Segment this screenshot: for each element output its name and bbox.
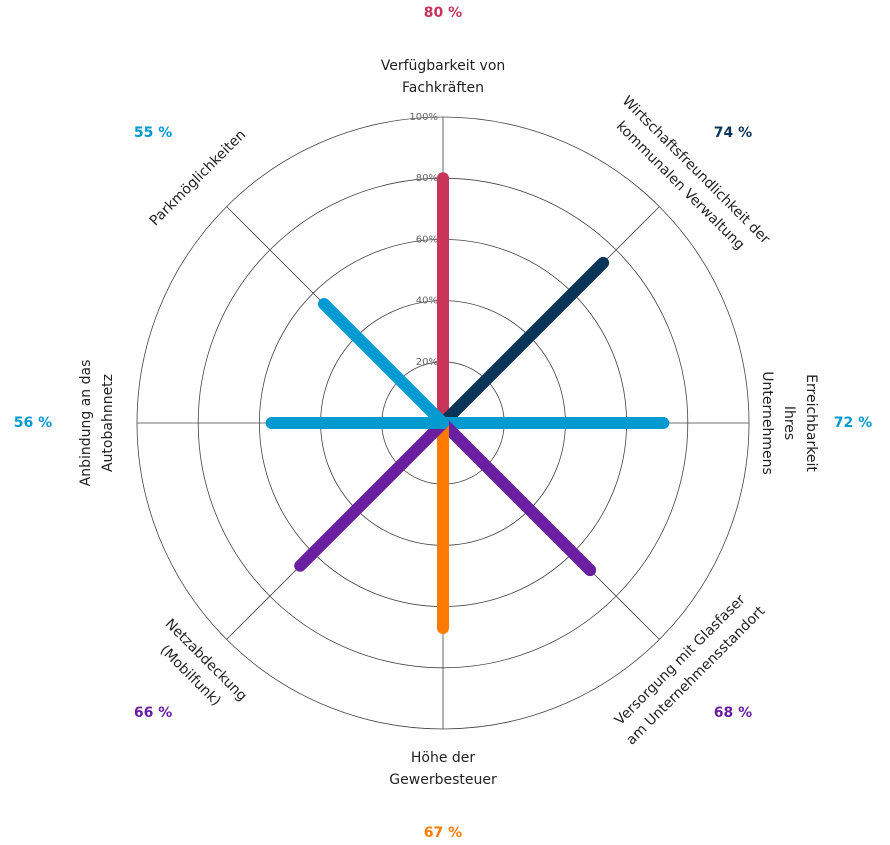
value-label: 72 % (833, 415, 873, 431)
grid-ring (136, 116, 750, 730)
value-label: 56 % (13, 415, 53, 431)
category-label: Höhe der Gewerbesteuer (389, 750, 497, 788)
value-label: 68 % (713, 704, 753, 721)
bar (317, 297, 449, 429)
value-label: 67 % (423, 825, 463, 841)
category-label: Anbindung an das Autobahnnetz (78, 359, 116, 487)
y-tick-label: 40% (416, 296, 438, 307)
y-tick-label: 60% (416, 234, 438, 245)
value-label: 55 % (133, 125, 173, 142)
y-tick-label: 20% (416, 357, 438, 368)
bar (437, 256, 610, 429)
y-tick-label: 100% (409, 112, 438, 123)
category-label: Verfügbarkeit von Fachkräften (380, 58, 506, 96)
value-label: 80 % (423, 5, 463, 21)
bar (437, 417, 597, 577)
bar (294, 417, 449, 572)
y-tick-label: 80% (416, 173, 438, 184)
value-label: 74 % (713, 125, 753, 142)
value-label: 66 % (133, 704, 173, 721)
category-label: Erreichbarkeit Ihres Unternehmens (759, 371, 819, 475)
